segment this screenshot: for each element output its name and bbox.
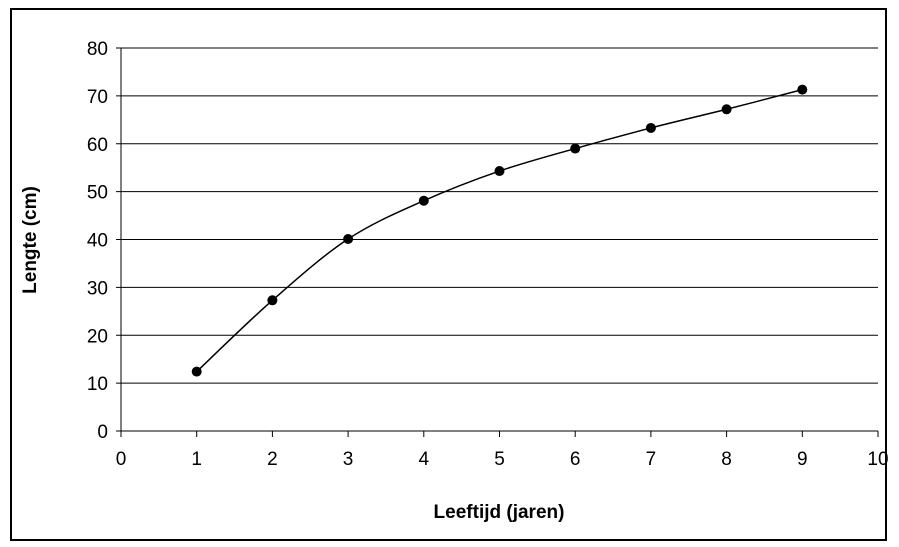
x-tick-label-1: 1 bbox=[191, 449, 202, 470]
y-tick-label-60: 60 bbox=[87, 135, 108, 156]
series-line-0 bbox=[196, 88, 803, 373]
x-tick-label-10: 10 bbox=[867, 449, 888, 470]
y-tick-label-0: 0 bbox=[97, 422, 108, 443]
x-tick-label-2: 2 bbox=[267, 449, 278, 470]
y-tick-label-30: 30 bbox=[87, 278, 108, 299]
data-point-4 bbox=[418, 195, 429, 206]
x-tick-label-5: 5 bbox=[494, 449, 505, 470]
x-tick-label-3: 3 bbox=[343, 449, 354, 470]
data-point-3 bbox=[343, 234, 354, 245]
y-tick-label-20: 20 bbox=[87, 326, 108, 347]
axes bbox=[116, 47, 879, 437]
data-point-6 bbox=[570, 143, 581, 154]
x-tick-label-0: 0 bbox=[116, 449, 127, 470]
data-point-2 bbox=[267, 295, 278, 306]
x-axis-title: Leeftijd (jaren) bbox=[434, 502, 565, 523]
x-tick-label-7: 7 bbox=[646, 449, 657, 470]
y-tick-label-70: 70 bbox=[87, 87, 108, 108]
data-point-7 bbox=[645, 122, 656, 133]
data-markers bbox=[191, 84, 808, 377]
x-tick-label-8: 8 bbox=[721, 449, 732, 470]
y-tick-label-10: 10 bbox=[87, 374, 108, 395]
series-line-group bbox=[196, 88, 803, 373]
data-point-1 bbox=[191, 366, 202, 377]
y-tick-label-50: 50 bbox=[87, 183, 108, 204]
data-point-8 bbox=[721, 104, 732, 115]
y-axis-title: Lengte (cm) bbox=[20, 186, 41, 294]
chart-frame bbox=[10, 8, 887, 541]
tick-labels: 0 10 20 30 40 50 60 70 80 0 1 2 3 4 5 6 7 8 9 10 bbox=[87, 39, 889, 470]
x-tick-label-9: 9 bbox=[797, 449, 808, 470]
data-point-9 bbox=[797, 84, 808, 95]
x-tick-label-4: 4 bbox=[419, 449, 430, 470]
y-tick-label-40: 40 bbox=[87, 231, 108, 252]
x-tick-label-6: 6 bbox=[570, 449, 581, 470]
y-tick-label-80: 80 bbox=[87, 39, 108, 60]
gridlines bbox=[121, 47, 878, 384]
data-point-5 bbox=[494, 166, 505, 177]
